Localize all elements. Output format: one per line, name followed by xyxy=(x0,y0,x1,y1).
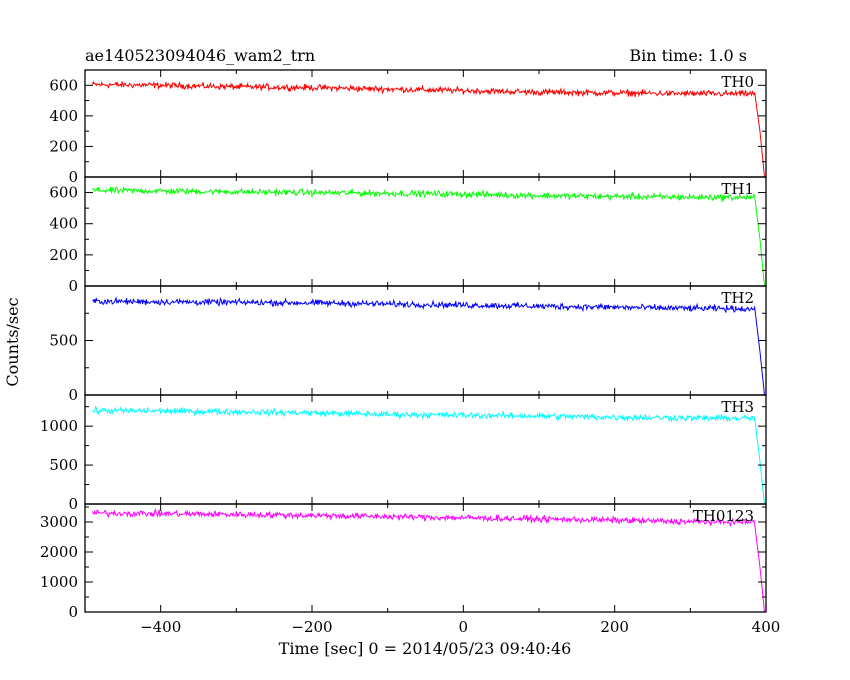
y-tick-label: 600 xyxy=(49,76,78,94)
y-tick-label: 500 xyxy=(49,456,78,474)
panel-label-th0123: TH0123 xyxy=(693,507,754,525)
panel-th1: 0 200 400 600 TH1 xyxy=(49,176,767,295)
y-tick-label: 400 xyxy=(49,215,78,233)
panel-th3: 0 500 1000 TH3 xyxy=(40,394,767,513)
panel-label-th1: TH1 xyxy=(721,180,754,198)
y-tick-label: 0 xyxy=(68,168,78,186)
y-tick-label: 3000 xyxy=(40,513,78,531)
y-tick-label: 500 xyxy=(49,332,78,350)
bin-time-label: Bin time: 1.0 s xyxy=(629,46,747,65)
y-tick-label: 0 xyxy=(68,603,78,621)
y-tick-label: 2000 xyxy=(40,543,78,561)
x-tick-label: 0 xyxy=(459,618,469,636)
y-tick-label: 1000 xyxy=(40,573,78,591)
series-line-th2 xyxy=(92,296,765,396)
x-axis-label: Time [sec] 0 = 2014/05/23 09:40:46 xyxy=(279,639,572,658)
y-tick-label: 1000 xyxy=(40,417,78,435)
panel-frame xyxy=(84,394,767,505)
x-tick-label: −200 xyxy=(291,618,332,636)
series-line-th1 xyxy=(92,186,765,287)
panels-group: 0 200 400 600 TH0 0 200 400 600 TH1 0 500 TH2 0 500 100… xyxy=(40,69,781,636)
y-tick-label: 400 xyxy=(49,107,78,125)
x-tick-label: 400 xyxy=(752,618,781,636)
panel-frame xyxy=(84,176,767,287)
y-tick-label: 200 xyxy=(49,137,78,155)
y-tick-label: 0 xyxy=(68,386,78,404)
panel-th0: 0 200 400 600 TH0 xyxy=(49,69,767,186)
panel-label-th0: TH0 xyxy=(721,73,754,91)
x-tick-label: −400 xyxy=(140,618,181,636)
series-line-th0123 xyxy=(92,507,765,613)
panel-label-th2: TH2 xyxy=(721,289,754,307)
y-tick-label: 0 xyxy=(68,277,78,295)
series-line-th0 xyxy=(92,80,765,178)
chart-title: ae140523094046_wam2_trn xyxy=(85,46,315,65)
y-tick-label: 200 xyxy=(49,246,78,264)
x-tick-label: 200 xyxy=(600,618,629,636)
panel-label-th3: TH3 xyxy=(721,398,754,416)
panel-th2: 0 500 TH2 xyxy=(49,285,767,404)
panel-frame xyxy=(84,285,767,396)
panel-frame xyxy=(84,503,767,613)
y-tick-label: 0 xyxy=(68,495,78,513)
y-axis-label: Counts/sec xyxy=(3,297,22,386)
y-tick-label: 600 xyxy=(49,184,78,202)
series-line-th3 xyxy=(92,405,765,505)
panel-th0123: 0 1000 2000 3000 TH0123 xyxy=(40,503,767,621)
